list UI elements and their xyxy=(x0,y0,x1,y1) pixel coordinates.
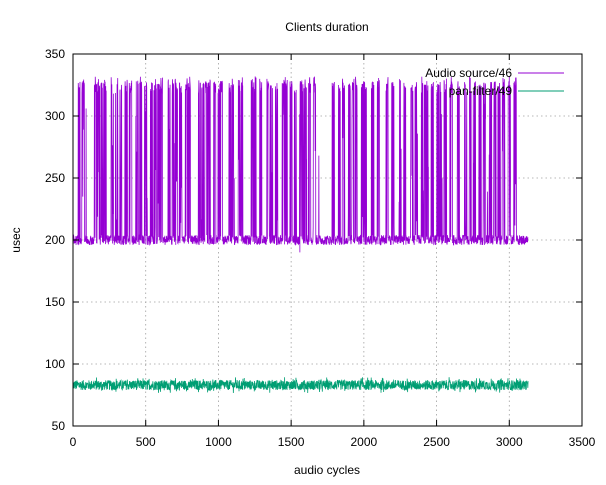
y-tick-label: 350 xyxy=(45,47,65,61)
chart-title: Clients duration xyxy=(285,20,368,34)
series-line-pan-filter xyxy=(72,377,529,393)
x-tick-label: 2000 xyxy=(351,435,378,449)
y-tick-label: 50 xyxy=(52,419,66,433)
x-tick-label: 1500 xyxy=(278,435,305,449)
axis-tick-labels: 0 500 1000 1500 2000 2500 3000 3500 50 100 150 200 2… xyxy=(45,47,596,449)
legend-label-audio-source: Audio source/46 xyxy=(425,66,512,80)
x-tick-label: 0 xyxy=(70,435,77,449)
axis-ticks xyxy=(72,53,583,427)
y-tick-label: 100 xyxy=(45,357,65,371)
legend-label-pan-filter: pan-filter/49 xyxy=(449,84,513,98)
series-lines xyxy=(72,76,529,393)
x-tick-label: 3000 xyxy=(496,435,523,449)
series-line-audio-source xyxy=(72,76,529,253)
y-tick-label: 200 xyxy=(45,233,65,247)
y-tick-label: 250 xyxy=(45,171,65,185)
x-axis-title: audio cycles xyxy=(294,463,360,477)
x-tick-label: 3500 xyxy=(569,435,596,449)
legend: Audio source/46 pan-filter/49 xyxy=(425,66,564,98)
y-tick-label: 300 xyxy=(45,109,65,123)
y-tick-label: 150 xyxy=(45,295,65,309)
x-tick-label: 1000 xyxy=(205,435,232,449)
x-tick-label: 500 xyxy=(136,435,156,449)
x-tick-label: 2500 xyxy=(423,435,450,449)
y-axis-title: usec xyxy=(9,227,23,252)
